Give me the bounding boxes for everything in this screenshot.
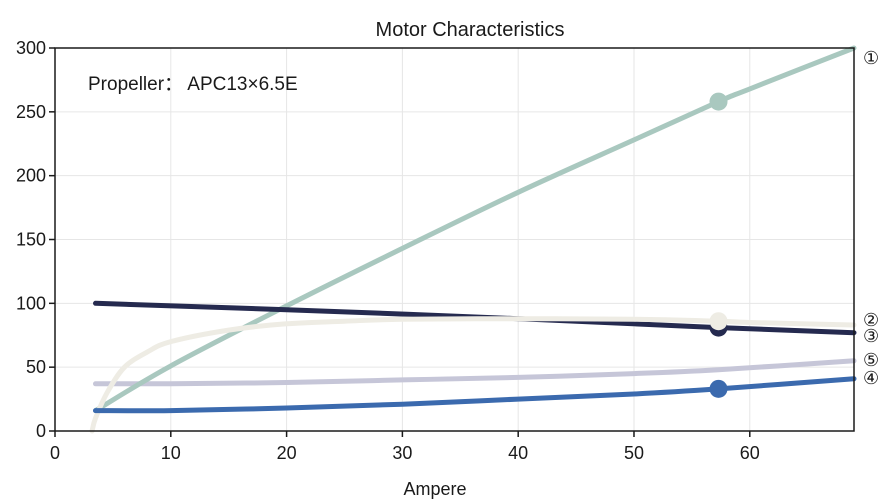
y-tick-label: 100	[16, 293, 46, 313]
x-tick-label: 10	[161, 443, 181, 463]
series-label-5: ⑤	[863, 350, 879, 371]
series-label-3: ③	[863, 326, 879, 347]
tick-layer: 0 10 20 30 40 50 60 0 50 100 150 200 250 300	[16, 38, 760, 463]
series-marker-2	[709, 312, 728, 331]
series-line-5	[93, 358, 857, 387]
series-label-2: ②	[863, 310, 879, 331]
series-label-4: ④	[863, 368, 879, 389]
x-axis-label: Ampere	[403, 479, 466, 499]
x-tick-label: 30	[392, 443, 412, 463]
x-tick-label: 20	[277, 443, 297, 463]
series-layer	[89, 45, 857, 434]
propeller-annotation: Propeller： APC13×6.5E	[88, 74, 298, 95]
x-tick-label: 50	[624, 443, 644, 463]
series-marker-4	[709, 379, 728, 398]
x-tick-label: 60	[740, 443, 760, 463]
y-tick-label: 50	[26, 357, 46, 377]
y-tick-label: 0	[36, 421, 46, 441]
series-marker-1	[709, 92, 728, 111]
y-tick-label: 200	[16, 166, 46, 186]
series-label-layer: ① ②③ ④⑤	[863, 48, 879, 389]
chart-title: Motor Characteristics	[376, 19, 565, 41]
y-tick-label: 250	[16, 102, 46, 122]
y-tick-label: 150	[16, 230, 46, 250]
grid-layer	[55, 48, 854, 431]
y-tick-label: 300	[16, 38, 46, 58]
series-label-1: ①	[863, 48, 879, 69]
series-line-1	[93, 45, 857, 414]
plot-frame	[54, 47, 855, 432]
x-tick-label: 40	[508, 443, 528, 463]
x-tick-label: 0	[50, 443, 60, 463]
series-line-2	[89, 316, 857, 434]
